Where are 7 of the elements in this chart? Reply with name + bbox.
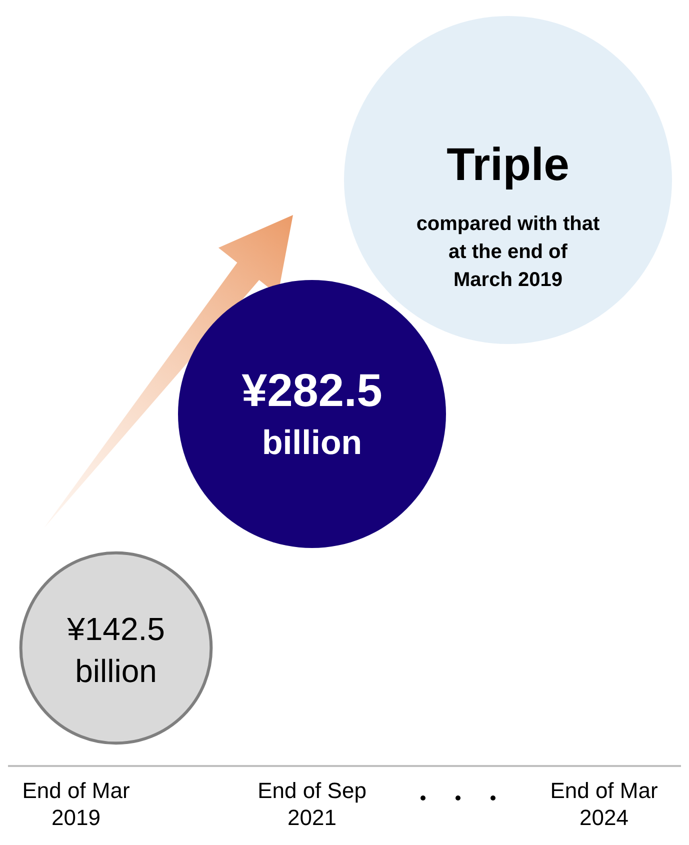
category-label: End of Mar 2024 xyxy=(550,778,658,830)
text: compared with that at the end of March 2019 xyxy=(416,213,600,291)
category-label: End of Sep 2021 xyxy=(258,778,366,830)
category-label: End of Mar 2019 xyxy=(22,778,130,830)
data-label: ¥142.5 billion xyxy=(66,611,165,689)
data-label: ¥282.5 billion xyxy=(242,364,382,462)
data-label: Triple xyxy=(446,138,570,190)
